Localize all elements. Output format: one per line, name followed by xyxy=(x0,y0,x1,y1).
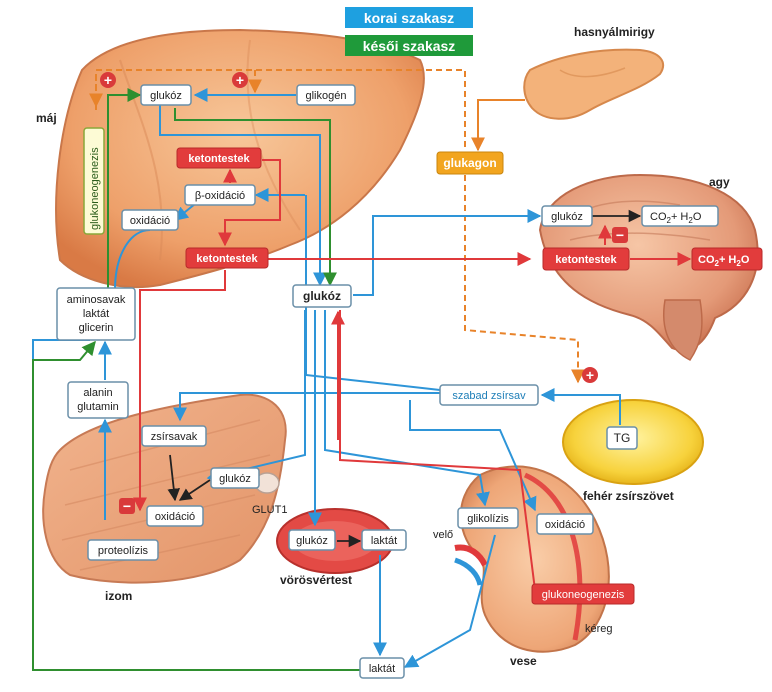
black-arrows xyxy=(167,209,642,548)
box-gluconeo-liver xyxy=(83,127,105,235)
box-muscle-glucose xyxy=(210,467,260,489)
svg-text:+: + xyxy=(104,72,112,88)
box-fatty-acids-text: zsírsavak xyxy=(151,431,198,443)
svg-text:+: + xyxy=(236,72,244,88)
box-oxidation-muscle-text: oxidáció xyxy=(155,511,195,523)
label-rbc: vörösvértest xyxy=(280,573,352,587)
box-blood-glucose-text: glukóz xyxy=(303,289,341,303)
box-beta-oxidation-text: β-oxidáció xyxy=(195,190,245,202)
box-beta-oxidation xyxy=(184,184,256,206)
box-glucagon xyxy=(436,151,504,175)
label-liver: máj xyxy=(36,111,57,125)
label-glut1: GLUT1 xyxy=(252,504,287,516)
box-glycogen xyxy=(296,84,356,106)
box-brain-ketones-text: ketontestek xyxy=(555,254,617,266)
box-proteolysis-text: proteolízis xyxy=(98,545,149,557)
minus-sign-muscle: − xyxy=(119,498,135,514)
box-rbc-glucose xyxy=(288,529,336,551)
box-oxidation-muscle xyxy=(146,505,204,527)
box-glycolysis-text: glikolízis xyxy=(467,513,509,525)
label-kidney: vese xyxy=(510,654,537,668)
box-ffa xyxy=(439,384,539,406)
label-muscle: izom xyxy=(105,589,132,603)
pancreas-to-glucagon-arrow xyxy=(471,99,525,152)
legend: korai szakasz késői szakasz xyxy=(345,7,473,56)
box-tg xyxy=(606,426,638,450)
box-gluconeo-kidney-text: glukoneogenezis xyxy=(542,589,625,601)
svg-text:+: + xyxy=(586,367,594,383)
box-proteolysis xyxy=(87,539,159,561)
glucagon-paths xyxy=(89,69,585,384)
box-brain-glucose-text: glukóz xyxy=(551,211,583,223)
box-alanine-line2: glutamin xyxy=(77,401,119,413)
box-rbc-glucose-text: glukóz xyxy=(296,535,328,547)
box-oxidation-liver xyxy=(121,209,179,231)
box-brain-co2-text: CO2+ H2O xyxy=(650,211,702,225)
box-gluconeo-liver-text: glukoneogenezis xyxy=(89,147,101,230)
box-precursors-line3: glicerin xyxy=(79,322,114,334)
pancreas-organ xyxy=(523,48,665,120)
box-precursors-line2: laktát xyxy=(83,308,109,320)
svg-text:−: − xyxy=(616,227,624,243)
plus-sign-adipose: + xyxy=(582,367,598,383)
box-brain-ketones xyxy=(542,247,630,271)
minus-sign-brain: − xyxy=(612,227,628,243)
label-medulla: velő xyxy=(433,529,453,541)
green-arrows xyxy=(32,88,360,671)
legend-early-swatch xyxy=(345,7,473,28)
box-glycolysis xyxy=(457,507,519,529)
box-liver-glucose-text: glukóz xyxy=(150,90,182,102)
box-ketones-liver-text: ketontestek xyxy=(188,153,250,165)
box-rbc-lactate-text: laktát xyxy=(371,535,397,547)
box-oxidation-kidney xyxy=(536,513,594,535)
box-glucagon-text: glukagon xyxy=(443,156,496,170)
svg-text:−: − xyxy=(123,498,131,514)
box-brain-co2 xyxy=(641,205,719,227)
box-tg-text: TG xyxy=(614,431,631,445)
label-brain: agy xyxy=(709,175,730,189)
box-fatty-acids xyxy=(141,425,207,447)
legend-late-label: késői szakasz xyxy=(363,38,456,54)
box-precursors-line1: aminosavak xyxy=(67,294,126,306)
box-ketones-blood xyxy=(185,247,269,269)
box-lactate-bottom xyxy=(359,657,405,679)
plus-sign-liver-right: + xyxy=(232,72,248,88)
box-ketones-liver xyxy=(176,147,262,169)
box-lactate-bottom-text: laktát xyxy=(369,663,395,675)
label-cortex: kéreg xyxy=(585,623,613,635)
plus-sign-liver-left: + xyxy=(100,72,116,88)
box-ketones-blood-text: ketontestek xyxy=(196,253,258,265)
box-gluconeo-kidney xyxy=(531,583,635,605)
box-alanine-line1: alanin xyxy=(83,387,112,399)
box-brain-co2-red xyxy=(691,247,763,271)
box-rbc-lactate xyxy=(361,529,407,551)
box-blood-glucose xyxy=(292,284,352,308)
box-glycogen-text: glikogén xyxy=(306,90,347,102)
label-pancreas: hasnyálmirigy xyxy=(574,25,655,39)
red-arrows xyxy=(133,159,692,591)
box-alanine-glutamine xyxy=(67,381,129,419)
box-liver-glucose xyxy=(140,84,192,106)
box-muscle-glucose-text: glukóz xyxy=(219,473,251,485)
box-brain-co2-red-text: CO2+ H2O xyxy=(698,254,750,268)
legend-early-label: korai szakasz xyxy=(364,10,454,26)
box-brain-glucose xyxy=(541,205,593,227)
legend-late-swatch xyxy=(345,35,473,56)
box-ffa-text: szabad zsírsav xyxy=(452,390,526,402)
box-precursors xyxy=(56,287,136,341)
box-oxidation-liver-text: oxidáció xyxy=(130,215,170,227)
label-adipose: fehér zsírszövet xyxy=(583,489,674,503)
box-oxidation-kidney-text: oxidáció xyxy=(545,519,585,531)
